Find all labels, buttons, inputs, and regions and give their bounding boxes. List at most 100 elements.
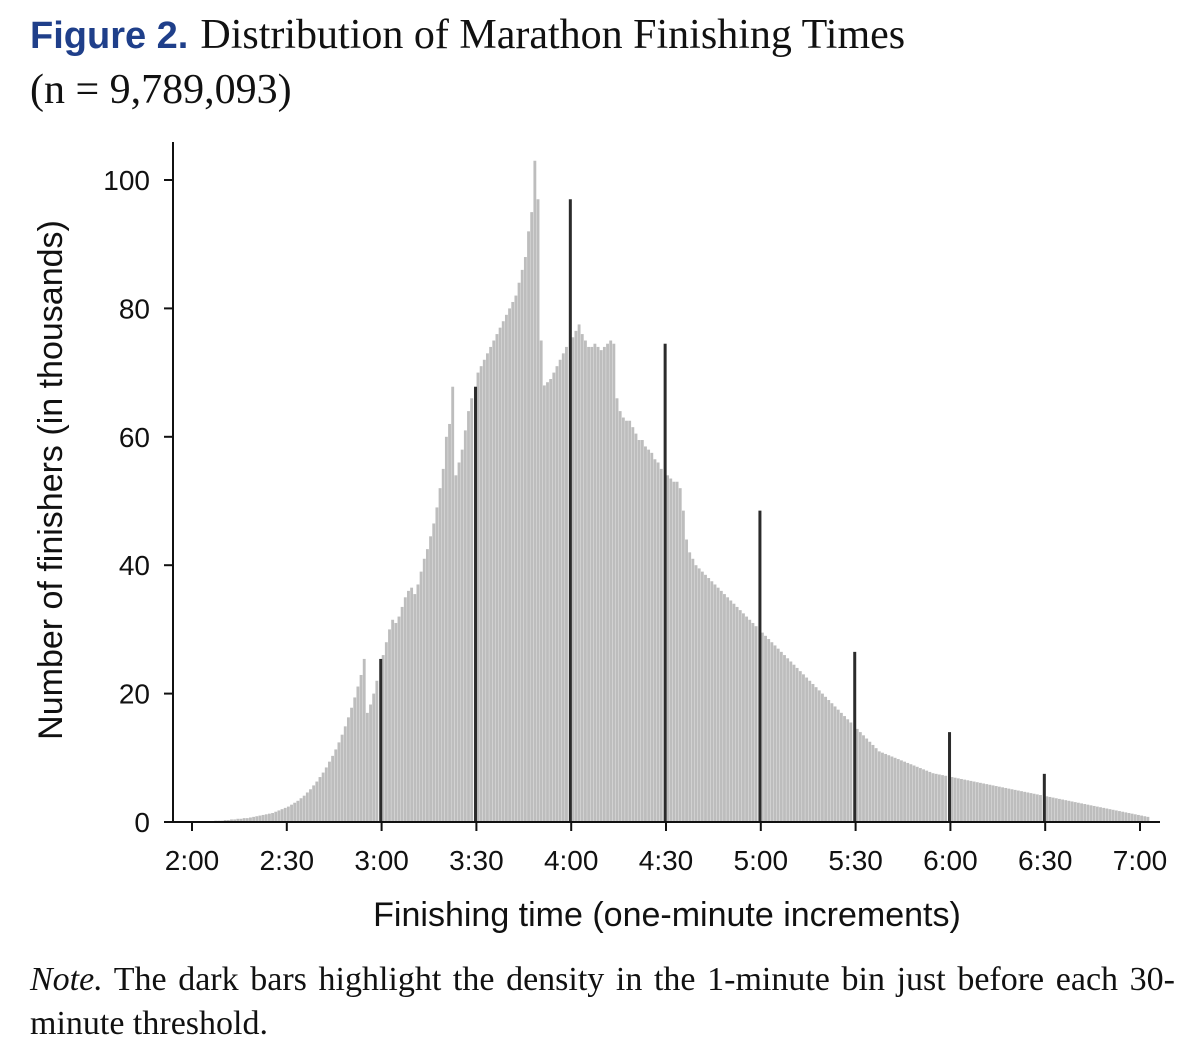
histogram-bar [903, 761, 907, 822]
histogram-bar [928, 771, 932, 822]
histogram-bar [302, 795, 306, 822]
histogram-bar [375, 680, 379, 822]
histogram-bar [814, 687, 818, 822]
histogram-bar [1016, 790, 1020, 822]
histogram-bar [1073, 802, 1077, 822]
histogram-bar [719, 590, 723, 822]
figure-title: Distribution of Marathon Finishing Times [200, 12, 906, 58]
histogram-bar [618, 411, 622, 822]
histogram-bar [741, 613, 745, 822]
histogram-bar [261, 814, 265, 822]
histogram-bar [906, 762, 910, 822]
histogram-bar [479, 366, 483, 822]
histogram-bar [1133, 814, 1137, 822]
highlighted-bar [948, 732, 952, 822]
histogram-bar [353, 697, 357, 822]
histogram-bar [1121, 811, 1125, 822]
histogram-bar [628, 420, 632, 822]
histogram-bar [884, 753, 888, 822]
histogram-bar [726, 597, 730, 822]
histogram-bar [508, 308, 512, 822]
histogram-bar [748, 619, 752, 822]
histogram-bar [754, 626, 758, 822]
histogram-bar [549, 379, 553, 822]
histogram-bar [536, 199, 540, 822]
y-axis-label: Number of finishers (in thousands) [32, 220, 70, 740]
histogram-bar [1035, 794, 1039, 822]
histogram-bar [634, 433, 638, 822]
histogram-bar [685, 539, 688, 822]
histogram-bar [798, 671, 802, 822]
histogram-bar [865, 738, 869, 822]
x-tick-label: 5:00 [734, 845, 789, 876]
histogram-bar [463, 430, 467, 822]
histogram-bar [956, 778, 960, 822]
histogram-bar [625, 420, 628, 822]
histogram-bar [716, 587, 720, 822]
histogram-bar [1136, 814, 1140, 822]
histogram-bar [546, 382, 549, 822]
histogram-bar [580, 334, 584, 822]
histogram-bar [1140, 815, 1144, 822]
histogram-bar [372, 693, 376, 822]
histogram-bar [1083, 804, 1087, 822]
histogram-bar [985, 784, 989, 822]
histogram-bar [1010, 789, 1014, 822]
histogram-bar [239, 818, 243, 822]
histogram-bar [583, 340, 587, 822]
histogram-bar [492, 340, 496, 822]
histogram-bar [909, 764, 913, 822]
histogram-bar [770, 642, 774, 822]
histogram-bar [978, 782, 982, 822]
histogram-bar [881, 752, 884, 822]
histogram-bar [893, 757, 897, 822]
figure-header: Figure 2. Distribution of Marathon Finish… [30, 8, 1190, 117]
highlighted-bar [663, 343, 667, 822]
histogram-bar [918, 768, 922, 822]
histogram-bar [707, 578, 711, 822]
histogram-bar [410, 587, 414, 822]
x-tick-label: 2:00 [165, 845, 220, 876]
histogram-bar [555, 366, 559, 822]
histogram-bar [735, 606, 739, 822]
histogram-bar [877, 751, 881, 822]
histogram-bar [647, 449, 651, 822]
x-tick-label: 4:30 [639, 845, 694, 876]
histogram-bar [413, 594, 417, 822]
histogram-bar [1070, 801, 1074, 822]
histogram-bar [953, 777, 957, 822]
histogram-bar [922, 769, 925, 822]
histogram-bar [362, 658, 366, 822]
x-axis-label: Finishing time (one-minute increments) [373, 896, 961, 934]
histogram-bar [1127, 813, 1131, 822]
histogram-bar [416, 584, 420, 822]
highlighted-bar [568, 199, 572, 822]
histogram-bar [836, 709, 840, 822]
histogram-bar [811, 683, 815, 822]
histogram-bar [1089, 805, 1093, 822]
histogram-bar [950, 777, 954, 822]
histogram-bar [533, 160, 537, 823]
histogram-bar [1108, 809, 1112, 822]
histogram-bar [486, 353, 489, 822]
highlighted-bar [379, 658, 383, 822]
histogram-bar [732, 603, 736, 822]
histogram-bar [280, 809, 284, 822]
histogram-bar [1001, 787, 1004, 822]
histogram-bar [448, 423, 451, 822]
note-text: The dark bars highlight the density in t… [30, 961, 1175, 1042]
y-tick-label: 40 [119, 550, 150, 581]
histogram-bar [1013, 789, 1017, 822]
histogram-bar [590, 346, 594, 822]
histogram-bar [1111, 809, 1115, 822]
histogram-bar [293, 802, 297, 822]
histogram-bar [691, 558, 695, 822]
histogram-bar [969, 780, 973, 822]
histogram-bar [1130, 813, 1134, 822]
x-tick-label: 3:30 [449, 845, 504, 876]
histogram-bar [776, 648, 780, 822]
x-tick-label: 4:00 [544, 845, 599, 876]
histogram-bar [982, 783, 986, 822]
x-tick-label: 7:00 [1113, 845, 1168, 876]
axes-layer: 0 20 40 60 80 100 2:00 2:30 3:00 3:30 4:00 4:30 5:00… [103, 142, 1167, 876]
